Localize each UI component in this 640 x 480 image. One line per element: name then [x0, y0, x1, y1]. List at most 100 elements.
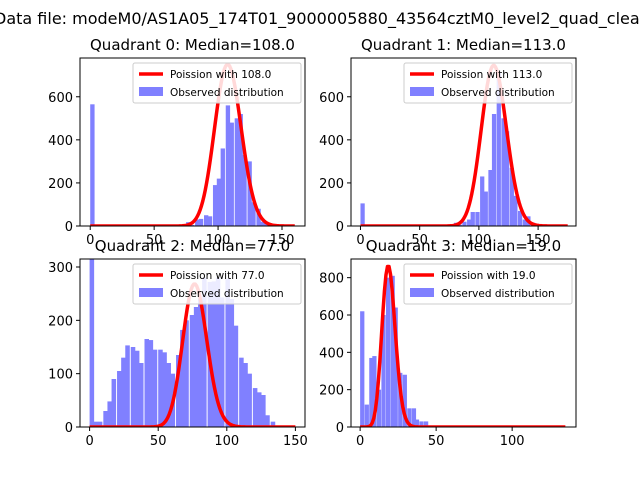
histogram-bar [260, 221, 265, 226]
histogram-bar [138, 363, 144, 427]
axes-frame [350, 57, 577, 227]
histogram-bar [270, 421, 276, 427]
y-tick-label: 800 [319, 272, 344, 287]
y-tick-label: 300 [48, 261, 73, 276]
y-tick-label: 600 [48, 91, 73, 106]
subplot-2: 0 50 100 150 0 100 200 300 Quadrant 2: Median=77… [48, 237, 308, 449]
histogram-bars [360, 73, 544, 226]
histogram-bar [93, 421, 99, 427]
y-tick-label: 100 [48, 368, 73, 383]
x-tick-label: 100 [466, 233, 491, 248]
histogram-bars [89, 259, 276, 427]
y-axis: 0 200 400 600 [48, 91, 80, 235]
subplot-title: Quadrant 2: Median=77.0 [95, 237, 290, 255]
histogram-bar [256, 208, 261, 226]
legend-hist-swatch [410, 87, 434, 96]
histogram-bar [219, 297, 225, 427]
histogram-bar [212, 185, 218, 226]
histogram-bar [513, 195, 518, 226]
poisson-fit-line [359, 63, 569, 226]
histogram-bar [152, 349, 158, 427]
histogram-bar [148, 340, 154, 427]
subplot-0: 0 50 100 150 0 200 400 600 Quadrant 0: Median=10… [48, 36, 306, 248]
y-tick-label: 200 [319, 177, 344, 192]
histogram-bar [247, 373, 252, 427]
histogram-bar [233, 325, 239, 427]
histogram-bar [381, 315, 386, 427]
legend-fit-label: Poission with 77.0 [170, 270, 265, 282]
histogram-bar [414, 419, 420, 427]
histogram-bar [364, 404, 369, 427]
y-tick-label: 0 [65, 421, 73, 436]
histogram-bar [117, 371, 122, 427]
x-tick-label: 0 [86, 233, 94, 248]
histogram-bar [501, 118, 506, 226]
legend: Poission with 108.0 Observed distribution [132, 62, 302, 104]
histogram-bar [211, 281, 217, 427]
x-tick-label: 100 [214, 434, 239, 449]
x-tick-label: 100 [500, 434, 525, 449]
histogram-bar [491, 114, 497, 226]
histogram-bar [411, 408, 417, 427]
y-tick-label: 400 [319, 134, 344, 149]
legend-hist-label: Observed distribution [170, 288, 284, 300]
histogram-bar [402, 374, 407, 427]
y-tick-label: 400 [48, 134, 73, 149]
histogram-bar [385, 277, 391, 427]
histogram-bar [207, 216, 213, 226]
histogram-bar [509, 167, 514, 226]
histogram-bar [229, 299, 235, 427]
histogram-bar [202, 277, 207, 427]
x-tick-label: 50 [150, 434, 167, 449]
y-tick-label: 200 [48, 314, 73, 329]
histogram-bar [144, 339, 150, 427]
y-tick-label: 200 [48, 177, 73, 192]
histogram-bar [242, 154, 247, 226]
histogram-bar [467, 219, 472, 226]
x-axis: 0 50 100 150 [86, 226, 294, 248]
histogram-bar [256, 392, 262, 427]
histogram-bar [103, 411, 108, 427]
legend: Poission with 113.0 Observed distribution [403, 62, 573, 104]
histogram-bar [475, 212, 480, 226]
legend-fit-label: Poission with 19.0 [441, 270, 536, 282]
histogram-bar [360, 311, 365, 427]
y-tick-label: 0 [65, 220, 73, 235]
histogram-bar [229, 122, 234, 226]
histogram-bars [90, 104, 278, 226]
histogram-bar [225, 278, 230, 427]
histogram-bar [189, 315, 195, 427]
histogram-bar [480, 176, 485, 226]
y-axis: 0 200 400 600 800 [319, 272, 351, 436]
legend-box [132, 263, 302, 305]
y-axis: 0 200 400 600 [319, 91, 351, 235]
histogram-bar [522, 219, 527, 226]
legend-hist-swatch [139, 87, 163, 96]
poisson-fit-line [359, 264, 566, 427]
histogram-bar [198, 218, 204, 226]
histogram-bar [369, 357, 374, 427]
legend-fit-label: Poission with 108.0 [170, 69, 271, 81]
histogram-bar [197, 299, 203, 427]
y-tick-label: 0 [336, 421, 344, 436]
histogram-bar [234, 118, 240, 226]
x-tick-label: 0 [356, 434, 364, 449]
x-axis: 0 50 100 150 [85, 427, 308, 449]
x-tick-label: 0 [356, 233, 364, 248]
histogram-bar [376, 389, 382, 427]
histogram-bar [419, 421, 424, 427]
histogram-bar [243, 363, 248, 427]
subplot-title: Quadrant 1: Median=113.0 [361, 36, 566, 54]
histogram-bar [134, 350, 140, 427]
histogram-bar [195, 219, 200, 226]
histogram-bar [252, 388, 258, 427]
y-tick-label: 600 [319, 91, 344, 106]
histogram-bar [121, 357, 126, 427]
histogram-bar [130, 347, 136, 427]
legend-box [403, 263, 573, 305]
y-axis: 0 100 200 300 [48, 261, 80, 436]
histogram-bar [261, 395, 266, 427]
histogram-bar [180, 329, 185, 427]
y-tick-label: 200 [319, 384, 344, 399]
histogram-bar [193, 307, 199, 427]
